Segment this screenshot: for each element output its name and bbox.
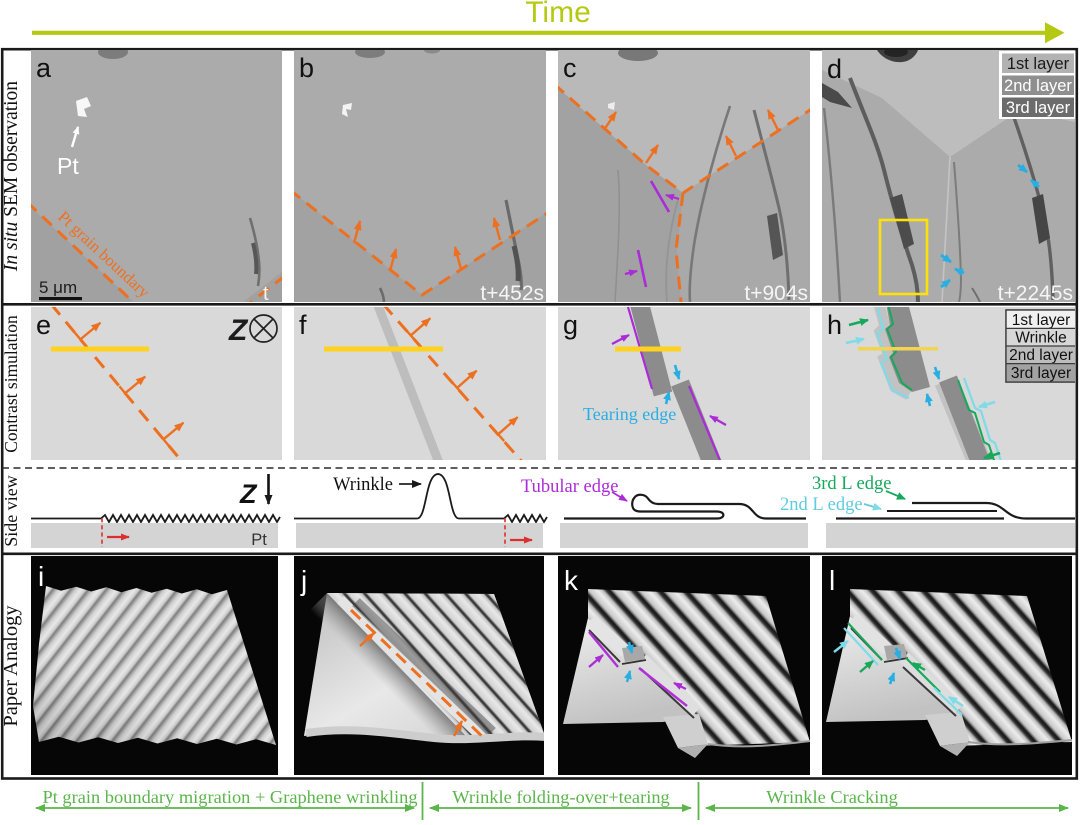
svg-text:3rd layer: 3rd layer: [1006, 99, 1071, 117]
svg-text:t+2245s: t+2245s: [998, 282, 1073, 305]
svg-text:t+452s: t+452s: [480, 282, 544, 305]
svg-text:t+904s: t+904s: [744, 282, 808, 305]
svg-text:5 μm: 5 μm: [39, 278, 77, 297]
svg-text:Z: Z: [228, 314, 249, 347]
svg-text:Wrinkle: Wrinkle: [333, 475, 393, 495]
svg-text:l: l: [829, 565, 835, 596]
svg-text:2nd layer: 2nd layer: [1009, 347, 1073, 364]
svg-text:In situ SEM observation: In situ SEM observation: [1, 81, 22, 272]
svg-text:3rd layer: 3rd layer: [1011, 365, 1071, 382]
svg-text:b: b: [299, 53, 314, 83]
svg-text:Contrast simulation: Contrast simulation: [1, 315, 21, 453]
svg-text:Pt: Pt: [251, 531, 267, 549]
svg-text:a: a: [36, 53, 52, 83]
svg-text:Time: Time: [525, 0, 591, 29]
svg-text:g: g: [563, 310, 578, 340]
svg-text:k: k: [564, 565, 579, 596]
svg-text:1st layer: 1st layer: [1007, 55, 1070, 73]
svg-text:Z: Z: [239, 479, 258, 509]
svg-text:e: e: [36, 310, 51, 340]
svg-text:2nd L edge: 2nd L edge: [780, 495, 863, 515]
svg-text:2nd layer: 2nd layer: [1004, 77, 1072, 95]
svg-text:Wrinkle: Wrinkle: [1015, 330, 1066, 347]
svg-text:Tubular edge: Tubular edge: [521, 477, 618, 497]
svg-text:Side view: Side view: [1, 475, 21, 547]
svg-text:j: j: [300, 565, 307, 596]
svg-text:c: c: [563, 53, 577, 83]
svg-text:Wrinkle folding-over+tearing: Wrinkle folding-over+tearing: [452, 787, 669, 807]
svg-text:1st layer: 1st layer: [1012, 312, 1071, 329]
svg-text:3rd L edge: 3rd L edge: [812, 474, 891, 494]
svg-text:Wrinkle Cracking: Wrinkle Cracking: [766, 787, 898, 807]
svg-text:Pt grain boundary migration +: Pt grain boundary migration + Graphene w…: [42, 787, 417, 807]
svg-text:Tearing edge: Tearing edge: [583, 404, 676, 424]
svg-text:h: h: [827, 310, 842, 340]
svg-text:d: d: [827, 54, 842, 84]
svg-text:Paper Analogy: Paper Analogy: [0, 605, 22, 727]
svg-text:t: t: [263, 283, 269, 305]
svg-text:f: f: [299, 310, 307, 340]
svg-text:Pt: Pt: [57, 153, 79, 179]
svg-text:i: i: [38, 561, 44, 592]
